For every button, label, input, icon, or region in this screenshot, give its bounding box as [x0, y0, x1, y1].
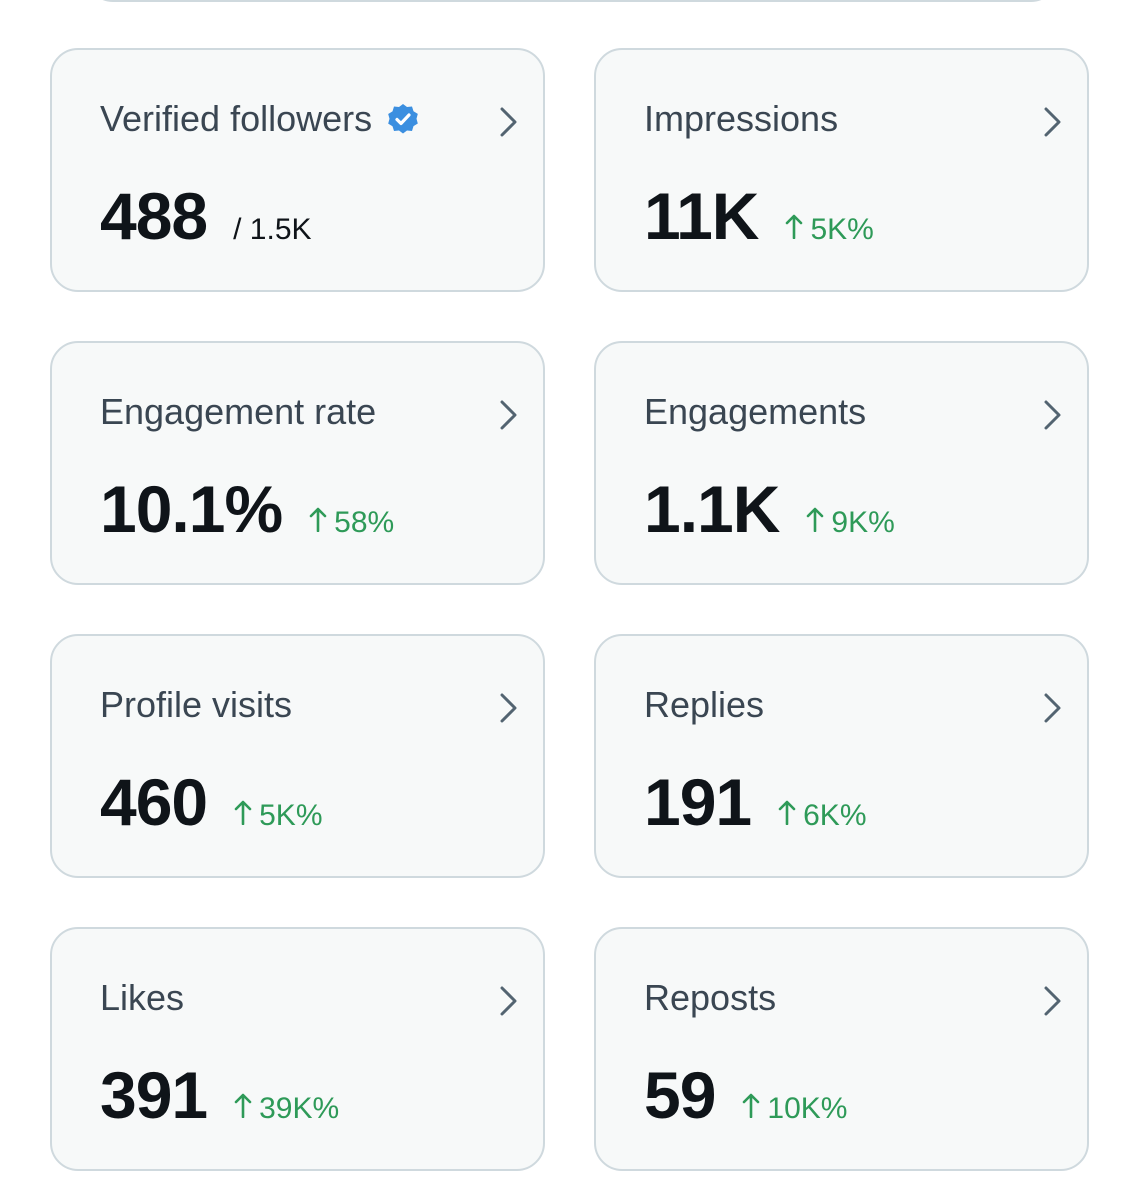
chevron	[1044, 107, 1061, 137]
card-title-row: Impressions	[644, 98, 838, 140]
stat-value: 11K	[644, 179, 759, 253]
change-text: 6K%	[803, 799, 867, 832]
card-title-row: Likes	[100, 977, 184, 1019]
value-row: 10.1% 58%	[100, 471, 394, 547]
up-arrow	[778, 800, 796, 825]
value-row: 488 / 1.5K	[100, 178, 312, 254]
card-title-row: Replies	[644, 684, 764, 726]
up-arrow	[786, 214, 803, 239]
change-text: 58%	[334, 506, 395, 539]
change-text: 10K%	[767, 1092, 848, 1125]
stat-change: 9K%	[805, 506, 895, 540]
stat-card[interactable]: Reposts 59 10K%	[594, 927, 1089, 1171]
stat-card[interactable]: Impressions 11K 5K%	[594, 48, 1089, 292]
value-row: 59 10K%	[644, 1057, 847, 1133]
stat-card[interactable]: Engagement rate 10.1% 58%	[50, 341, 545, 585]
chevron	[500, 693, 517, 723]
change-text: 9K%	[831, 506, 895, 539]
value-row: 460 5K%	[100, 764, 323, 840]
card-title-row: Engagements	[644, 391, 866, 433]
verified-badge	[388, 104, 418, 134]
stat-change: 10K%	[741, 1092, 847, 1126]
stat-value: 1.1K	[644, 472, 780, 546]
chevron	[500, 400, 517, 430]
change-text: 5K%	[259, 799, 323, 832]
card-title: Reposts	[644, 977, 777, 1018]
stat-card[interactable]: Replies 191 6K%	[594, 634, 1089, 878]
chevron	[1044, 986, 1061, 1016]
stat-change: 39K%	[233, 1092, 339, 1126]
up-arrow	[743, 1093, 760, 1118]
value-row: 11K 5K%	[644, 178, 874, 254]
change-text: 5K%	[810, 213, 874, 246]
stat-value: 391	[100, 1058, 208, 1132]
card-title-row: Engagement rate	[100, 391, 376, 433]
card-title-row: Profile visits	[100, 684, 292, 726]
card-title: Replies	[644, 684, 765, 725]
stat-value: 460	[100, 765, 208, 839]
card-title: Impressions	[644, 98, 839, 139]
value-row: 391 39K%	[100, 1057, 339, 1133]
value-row: 191 6K%	[644, 764, 867, 840]
chevron	[500, 107, 517, 137]
stat-card[interactable]: Verified followers 488 / 1.5K	[50, 48, 545, 292]
stat-card[interactable]: Profile visits 460 5K%	[50, 634, 545, 878]
stat-value: 10.1%	[100, 472, 283, 546]
up-arrow	[309, 507, 327, 532]
value-row: 1.1K 9K%	[644, 471, 895, 547]
top-panel-edge	[85, 0, 1059, 2]
stat-change: 5K%	[784, 213, 874, 247]
chevron	[500, 986, 517, 1016]
up-arrow	[807, 507, 824, 532]
stat-value: 59	[644, 1058, 716, 1132]
card-title: Likes	[100, 977, 185, 1018]
chevron	[1044, 693, 1061, 723]
stat-card[interactable]: Likes 391 39K%	[50, 927, 545, 1171]
card-title-row: Reposts	[644, 977, 776, 1019]
card-title-row: Verified followers	[100, 98, 420, 140]
stat-change: 6K%	[777, 799, 867, 833]
up-arrow	[234, 800, 252, 825]
stat-total: / 1.5K	[233, 213, 312, 246]
stat-change: 58%	[308, 506, 394, 540]
card-title: Engagement rate	[100, 391, 377, 432]
stat-value: 191	[644, 765, 752, 839]
stat-value: 488	[100, 179, 208, 253]
card-title: Profile visits	[100, 684, 293, 725]
card-title: Engagements	[644, 391, 867, 432]
change-text: 39K%	[259, 1092, 340, 1125]
chevron	[1044, 400, 1061, 430]
card-title: Verified followers	[100, 98, 373, 139]
up-arrow	[234, 1093, 252, 1118]
stat-card[interactable]: Engagements 1.1K 9K%	[594, 341, 1089, 585]
stat-change: 5K%	[233, 799, 323, 833]
